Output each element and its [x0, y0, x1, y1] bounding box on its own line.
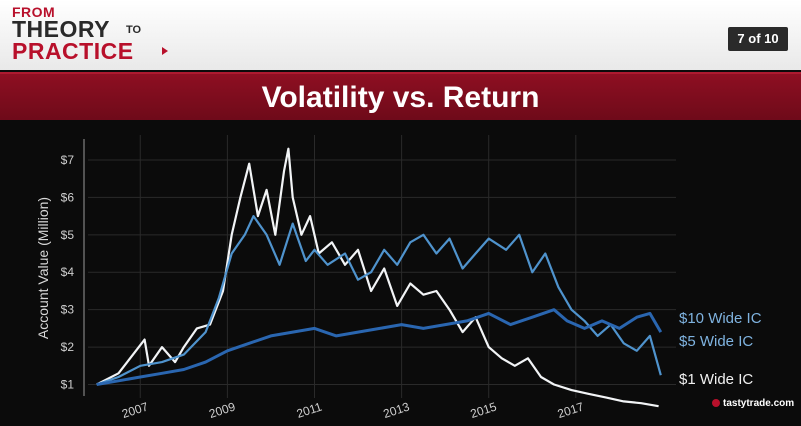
chart-background: [0, 120, 801, 426]
y-tick-label: $1: [61, 378, 75, 392]
logo-from-text: FROM: [12, 4, 56, 20]
y-tick-label: $4: [61, 265, 75, 279]
brand-cherry-icon: [712, 399, 720, 407]
y-axis-label: Account Value (Million): [35, 197, 51, 339]
brand-text: tastytrade.com: [723, 398, 795, 409]
logo-practice-text: PRACTICE: [12, 38, 134, 64]
y-tick-label: $3: [61, 303, 75, 317]
chart-labels: $1 Wide IC $5 Wide IC $10 Wide IC: [679, 310, 762, 388]
page-indicator: 7 of 10: [728, 27, 788, 51]
series-label: $5 Wide IC: [679, 333, 753, 350]
series-line: [96, 308, 663, 386]
chart-grid: [88, 135, 676, 398]
slide-title: Volatility vs. Return: [261, 81, 540, 114]
series-label: $10 Wide IC: [679, 310, 762, 327]
series-line: [96, 215, 662, 386]
y-tick-label: $6: [61, 190, 75, 204]
y-tick-label: $2: [61, 340, 75, 354]
play-arrow-icon: [162, 47, 168, 55]
y-tick-label: $7: [61, 153, 75, 167]
logo-to-text: TO: [126, 24, 142, 36]
series-label: $1 Wide IC: [679, 371, 753, 388]
y-tick-label: $5: [61, 228, 75, 242]
chart-series: [96, 147, 663, 408]
line-chart: 2007 2009 2011 2013 2015 2017$1$2$3$4$5$6$7Ac…: [0, 120, 801, 426]
brand-logo: tastytrade.com: [712, 398, 794, 409]
series-line: [96, 147, 659, 408]
logo-theory-text: THEORY: [12, 16, 110, 42]
title-bar: Volatility vs. Return: [0, 72, 801, 122]
header: FROM THEORY TO PRACTICE 7 of 10: [0, 0, 801, 70]
